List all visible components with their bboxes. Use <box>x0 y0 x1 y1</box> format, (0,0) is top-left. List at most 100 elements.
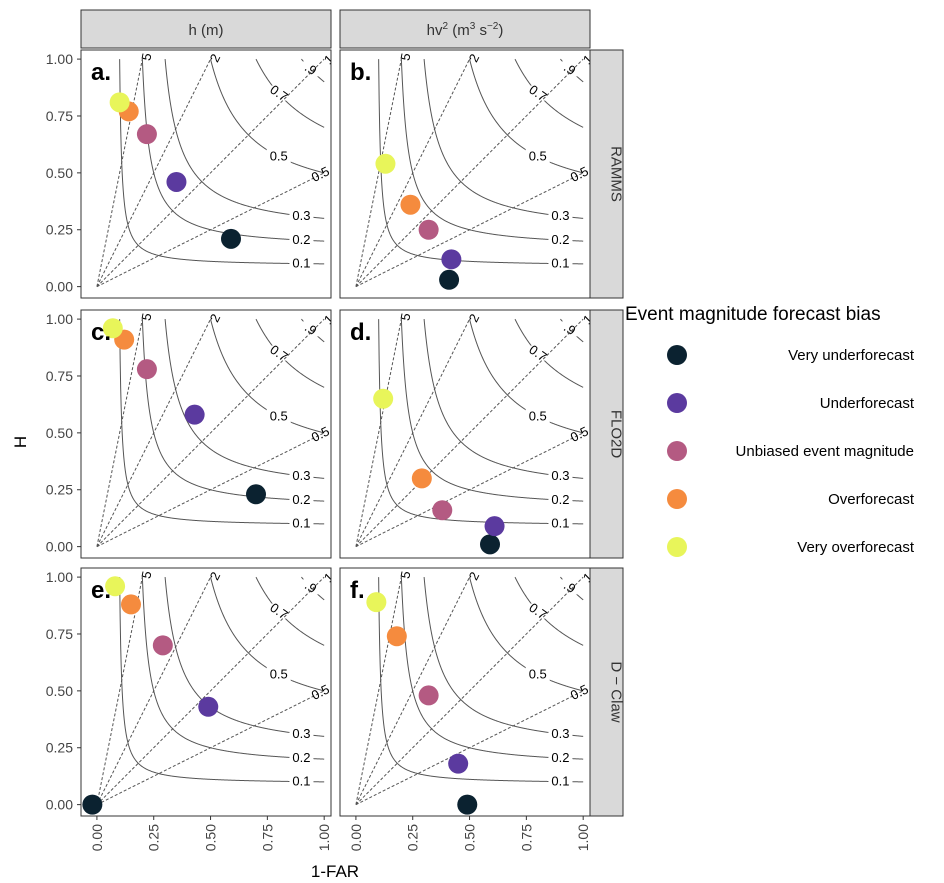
csi-label-bg <box>557 579 582 595</box>
column-strip-background <box>339 9 591 49</box>
csi-contour-label: 0.3 <box>292 726 310 741</box>
csi-contour-label: 0.1 <box>292 516 310 531</box>
y-tick-label: 0.00 <box>46 539 73 555</box>
panel-letter: a. <box>91 59 111 86</box>
bias-line-0.5 <box>96 690 325 806</box>
bias-line-label: 5 <box>138 570 154 580</box>
csi-contour-label: 0.1 <box>292 774 310 789</box>
csi-contour-label: 0.1 <box>551 516 569 531</box>
panel-border <box>339 309 591 559</box>
data-point <box>82 794 103 815</box>
panel-border <box>80 309 332 559</box>
csi-label-bg <box>525 603 550 619</box>
y-tick-label: 1.00 <box>46 311 73 327</box>
x-axis-title: 1-FAR <box>311 862 359 881</box>
bias-line-label: 5 <box>397 312 413 322</box>
bias-line-label: 5 <box>138 52 154 62</box>
x-tick-label: 1.00 <box>316 824 332 851</box>
bias-line-label: 0.5 <box>568 423 591 445</box>
row-strip-background <box>589 567 624 817</box>
bias-line-5 <box>355 577 402 805</box>
bias-line-1 <box>355 576 584 805</box>
row-strip-flo2d: FLO2D <box>589 309 625 559</box>
x-tick-label: 0.00 <box>348 824 364 851</box>
bias-line-0.5 <box>96 172 325 288</box>
data-point <box>109 92 130 113</box>
csi-contour-0.7 <box>255 318 325 388</box>
bias-line-1 <box>96 318 325 547</box>
csi-label-bg <box>298 321 323 337</box>
bias-line-1 <box>96 576 325 805</box>
csi-contour-0.7 <box>514 576 584 646</box>
x-tick-label: 0.75 <box>259 824 275 851</box>
strip-label-part: 2 <box>442 21 448 32</box>
csi-label-bg <box>266 603 291 619</box>
csi-label-bg <box>289 750 314 766</box>
strip-label-part: ) <box>498 22 503 39</box>
bias-line-2 <box>355 318 470 547</box>
column-strip-background <box>80 9 332 49</box>
panel-border <box>339 49 591 299</box>
csi-contour-label: 0.1 <box>551 256 569 271</box>
bias-line-label: 5 <box>397 52 413 62</box>
bias-line-label: 1 <box>580 52 596 68</box>
y-tick-label: 0.25 <box>46 222 73 238</box>
csi-label-bg <box>525 148 550 164</box>
strip-label-part: hv <box>427 22 443 39</box>
csi-label-bg <box>289 255 314 271</box>
bias-line-2 <box>355 58 470 287</box>
data-point <box>432 500 453 521</box>
strip-label-part: −2 <box>487 21 499 32</box>
legend-key <box>667 393 687 413</box>
csi-contour-label: 0.2 <box>551 750 569 765</box>
bias-line-label: 1 <box>580 312 596 328</box>
data-point <box>136 359 157 380</box>
data-point <box>411 468 432 489</box>
bias-line-label: 1 <box>321 52 337 68</box>
bias-line-2 <box>96 58 211 287</box>
bias-line-2 <box>96 576 211 805</box>
bias-line-label: 1 <box>580 570 596 586</box>
csi-label-bg <box>548 515 573 531</box>
csi-contour-label: 0.5 <box>529 667 547 682</box>
csi-contour-label: 0.2 <box>292 232 310 247</box>
csi-label-bg <box>548 208 573 224</box>
legend-label: Very underforecast <box>788 347 915 364</box>
y-tick-label: 0.75 <box>46 108 73 124</box>
x-tick-label: 0.50 <box>462 824 478 851</box>
y-tick-label: 0.00 <box>46 279 73 295</box>
column-strip-label: h (m) <box>189 22 224 39</box>
csi-contour-0.7 <box>514 318 584 388</box>
bias-line-2 <box>96 318 211 547</box>
panel-letter: e. <box>91 577 111 604</box>
strip-label-part: (m <box>448 22 470 39</box>
legend-label: Overforecast <box>828 491 915 508</box>
legend-label: Underforecast <box>820 395 915 412</box>
bias-line-5 <box>96 319 143 547</box>
data-point <box>152 635 173 656</box>
panel-letter: c. <box>91 319 111 346</box>
column-strip-label: hv2 (m3 s−2) <box>427 21 504 39</box>
csi-label-bg <box>557 61 582 77</box>
csi-label-bg <box>266 408 291 424</box>
csi-label-bg <box>298 579 323 595</box>
panel-c: 0.10.20.30.50.7.90.5125c.0.000.250.500.7… <box>46 309 332 559</box>
csi-label-bg <box>525 345 550 361</box>
legend: Event magnitude forecast bias Very underf… <box>625 304 915 557</box>
legend-title: Event magnitude forecast bias <box>625 304 881 325</box>
bias-line-1 <box>355 58 584 287</box>
legend-key <box>667 441 687 461</box>
csi-contour-label: 0.5 <box>529 409 547 424</box>
data-point <box>136 124 157 145</box>
legend-key <box>667 345 687 365</box>
data-point <box>366 592 387 613</box>
data-point <box>418 219 439 240</box>
y-tick-label: 0.50 <box>46 683 73 699</box>
y-tick-label: 0.75 <box>46 626 73 642</box>
data-point <box>386 626 407 647</box>
row-strip-ramms: RAMMS <box>589 49 625 299</box>
